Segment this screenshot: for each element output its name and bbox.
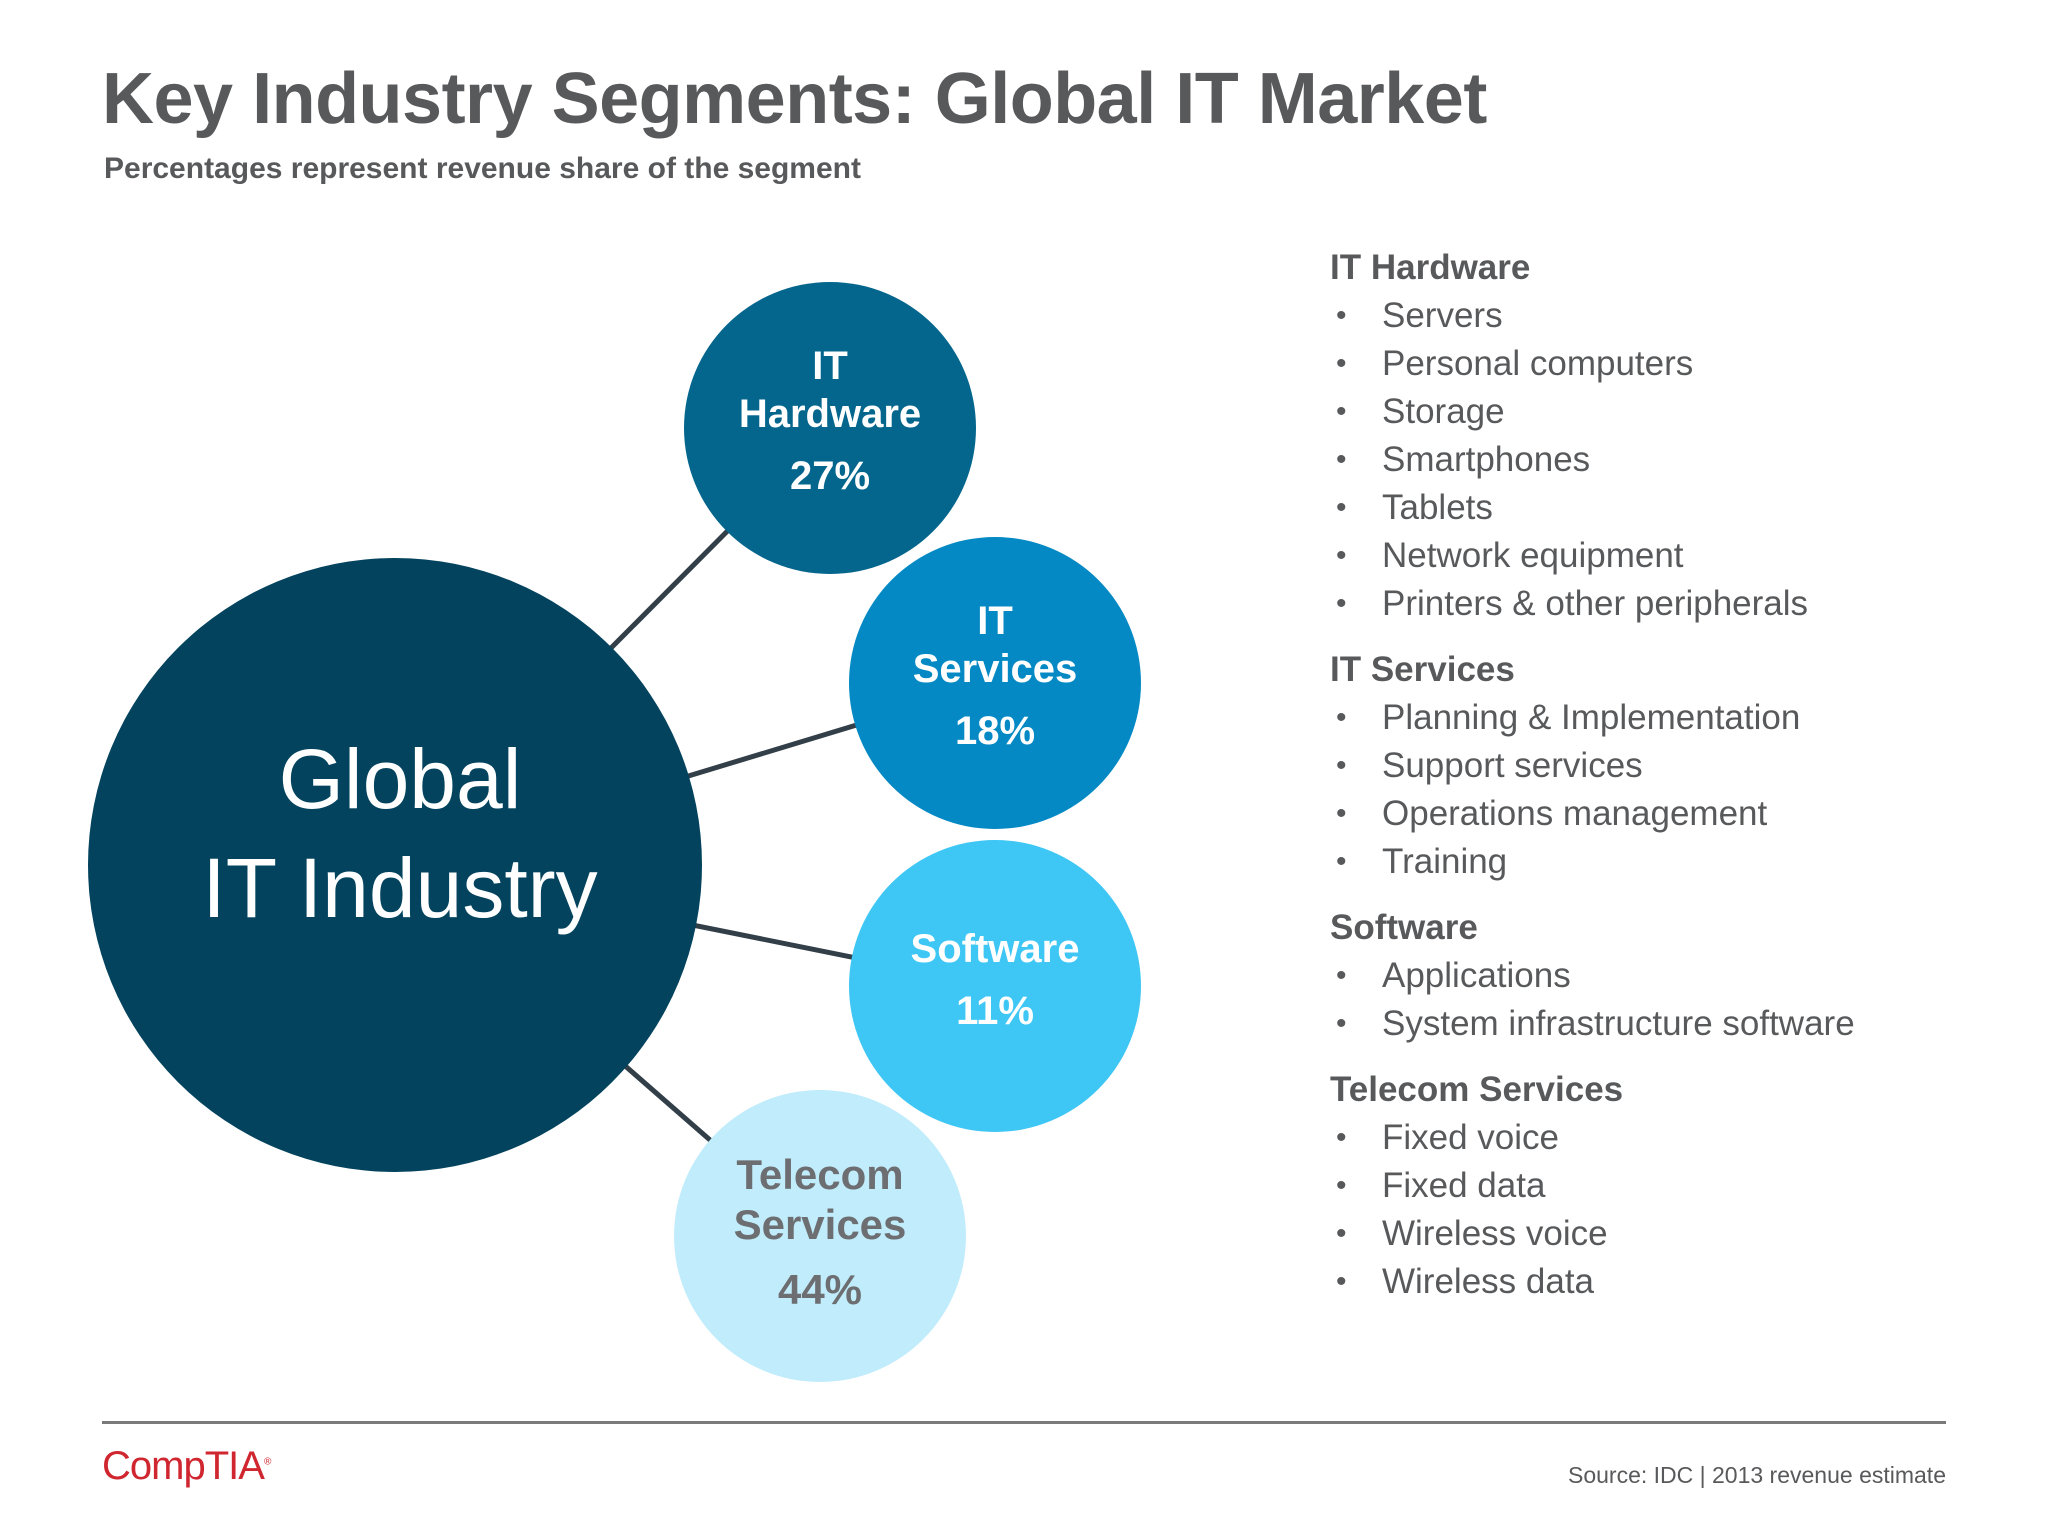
legend-group-title: IT Services xyxy=(1330,650,1515,689)
hub-label-line1: Global xyxy=(278,732,522,826)
legend-list: • Planning & Implementation • Support servi… xyxy=(1330,694,2010,886)
legend-item-text: Network equipment xyxy=(1382,536,1684,575)
segment-share-software: 11% xyxy=(956,989,1034,1033)
legend-item-text: Smartphones xyxy=(1382,440,1591,479)
segment-circle-telecom-services xyxy=(674,1090,966,1382)
segment-legend: IT Hardware • Servers • Personal computers • S… xyxy=(1330,248,2010,1328)
legend-item-text: Servers xyxy=(1382,296,1503,335)
legend-list-item: • Support services xyxy=(1330,742,2010,790)
legend-list-item: • Printers & other peripherals xyxy=(1330,580,2010,628)
segment-share-telecom-services: 44% xyxy=(777,1265,863,1313)
bullet-icon: • xyxy=(1336,959,1347,992)
legend-list: • Fixed voice • Fixed data • Wireless voice • W… xyxy=(1330,1114,2010,1306)
bullet-icon: • xyxy=(1336,395,1347,428)
bullet-icon: • xyxy=(1336,701,1347,734)
legend-item-text: Printers & other peripherals xyxy=(1382,584,1809,623)
legend-list-item: • Smartphones xyxy=(1330,436,2010,484)
legend-list-item: • Network equipment xyxy=(1330,532,2010,580)
page-title: Key Industry Segments: Global IT Market xyxy=(102,59,1487,139)
legend-list-item: • Fixed data xyxy=(1330,1162,2010,1210)
hub-circle xyxy=(88,558,702,1172)
legend-list-item: • System infrastructure software xyxy=(1330,1000,2010,1048)
legend-group-title: Software xyxy=(1330,908,1478,947)
legend-list-item: • Fixed voice xyxy=(1330,1114,2010,1162)
bullet-icon: • xyxy=(1336,845,1347,878)
legend-list-item: • Servers xyxy=(1330,292,2010,340)
bullet-icon: • xyxy=(1336,1217,1347,1250)
segment-circle-software xyxy=(849,840,1141,1132)
bullet-icon: • xyxy=(1336,749,1347,782)
legend-list-item: • Wireless voice xyxy=(1330,1210,2010,1258)
bullet-icon: • xyxy=(1336,1169,1347,1202)
footer-divider xyxy=(102,1421,1946,1424)
legend-item-text: Planning & Implementation xyxy=(1382,698,1801,737)
bullet-icon: • xyxy=(1336,443,1347,476)
legend-item-text: Applications xyxy=(1382,956,1571,995)
legend-item-text: Storage xyxy=(1382,392,1505,431)
segment-circles xyxy=(674,282,1141,1382)
logo-text: CompTIA xyxy=(102,1444,265,1488)
bullet-icon: • xyxy=(1336,491,1347,524)
legend-list-item: • Planning & Implementation xyxy=(1330,694,2010,742)
segment-share-it-services: 18% xyxy=(954,709,1036,753)
legend-list-item: • Training xyxy=(1330,838,2010,886)
segment-name-line2-it-services: Services xyxy=(912,647,1078,691)
legend-item-text: Fixed data xyxy=(1382,1166,1546,1205)
bullet-icon: • xyxy=(1336,1265,1347,1298)
legend-item-text: Personal computers xyxy=(1382,344,1694,383)
legend-item-text: Wireless data xyxy=(1382,1262,1595,1301)
legend-item-text: Wireless voice xyxy=(1382,1214,1608,1253)
legend-list: • Servers • Personal computers • Storage • Smar… xyxy=(1330,292,2010,628)
hub-label: Global IT Industry xyxy=(90,725,710,943)
legend-group: Telecom Services • Fixed voice • Fixed data •… xyxy=(1330,1070,2010,1306)
legend-item-text: Operations management xyxy=(1382,794,1768,833)
bullet-icon: • xyxy=(1336,299,1347,332)
legend-list-item: • Wireless data xyxy=(1330,1258,2010,1306)
segment-circle-it-hardware xyxy=(684,282,976,574)
legend-group-title: IT Hardware xyxy=(1330,248,1531,287)
segment-label-it-services: IT Services 18% xyxy=(849,597,1141,755)
bullet-icon: • xyxy=(1336,1007,1347,1040)
segment-label-telecom-services: Telecom Services 44% xyxy=(674,1150,966,1315)
segment-name-it-hardware: IT xyxy=(812,344,848,388)
legend-list-item: • Applications xyxy=(1330,952,2010,1000)
legend-group: IT Services • Planning & Implementation • Su… xyxy=(1330,650,2010,886)
segment-name-telecom-services: Telecom xyxy=(736,1151,904,1198)
legend-group-title: Telecom Services xyxy=(1330,1070,1624,1109)
segment-name-it-services: IT xyxy=(977,599,1013,643)
legend-list-item: • Tablets xyxy=(1330,484,2010,532)
legend-group: Software • Applications • System infrastruct… xyxy=(1330,908,2010,1048)
segment-circle-it-services xyxy=(849,537,1141,829)
legend-item-text: Support services xyxy=(1382,746,1643,785)
segment-share-it-hardware: 27% xyxy=(789,454,871,498)
legend-list: • Applications • System infrastructure soft… xyxy=(1330,952,2010,1048)
segment-name-line2-it-hardware: Hardware xyxy=(738,392,922,436)
legend-item-text: System infrastructure software xyxy=(1382,1004,1855,1043)
segment-name-software: Software xyxy=(910,927,1080,971)
legend-item-text: Tablets xyxy=(1382,488,1493,527)
page-subtitle: Percentages represent revenue share of t… xyxy=(104,152,861,185)
bullet-icon: • xyxy=(1336,587,1347,620)
comptia-logo: CompTIA® xyxy=(102,1444,271,1488)
legend-item-text: Fixed voice xyxy=(1382,1118,1560,1157)
source-note: Source: IDC | 2013 revenue estimate xyxy=(1567,1462,1946,1488)
bullet-icon: • xyxy=(1336,797,1347,830)
hub-label-line2: IT Industry xyxy=(202,841,598,936)
legend-list-item: • Operations management xyxy=(1330,790,2010,838)
segment-name-line2-telecom-services: Services xyxy=(733,1201,907,1249)
segment-label-software: Software 11% xyxy=(849,925,1141,1035)
legend-list-item: • Personal computers xyxy=(1330,340,2010,388)
bullet-icon: • xyxy=(1336,1121,1347,1154)
legend-group: IT Hardware • Servers • Personal computers • S… xyxy=(1330,248,2010,628)
bullet-icon: • xyxy=(1336,539,1347,572)
legend-item-text: Training xyxy=(1382,842,1508,881)
segment-label-it-hardware: IT Hardware 27% xyxy=(684,342,976,500)
legend-list-item: • Storage xyxy=(1330,388,2010,436)
bullet-icon: • xyxy=(1336,347,1347,380)
